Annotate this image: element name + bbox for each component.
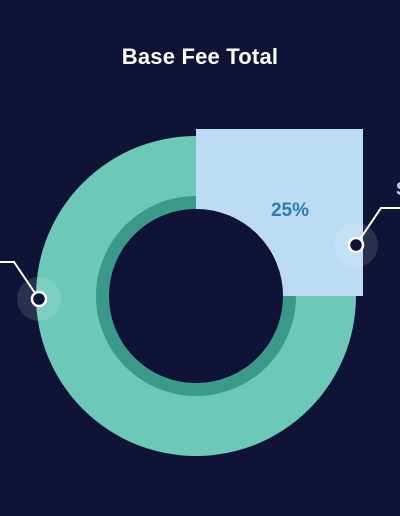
callout-marker-right [347,236,365,254]
legend-label-0: S [396,179,400,199]
callout-marker-left [30,290,48,308]
chart-title: Base Fee Total [121,44,279,69]
pie-slice-0 [196,129,363,296]
donut-hole [109,209,283,383]
callout-line-left [0,261,40,300]
callout-line-right [355,207,400,246]
inner-ring-0 [196,196,296,296]
data-label-0: 25% [271,200,309,221]
pie-slice-1 [36,136,356,456]
